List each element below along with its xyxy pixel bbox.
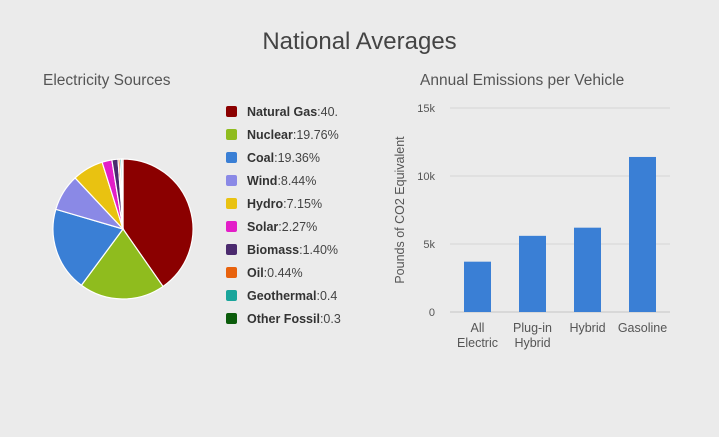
legend-item-natural-gas[interactable]: Natural Gas: 40. (226, 100, 346, 123)
legend-swatch (226, 106, 237, 117)
legend-swatch (226, 244, 237, 255)
bar-gasoline[interactable] (629, 156, 656, 312)
legend-label: Nuclear (247, 127, 293, 142)
legend-separator: : (277, 173, 281, 188)
legend-value: 19.36% (277, 150, 320, 165)
x-tick-label: Hybrid (569, 321, 605, 335)
bar-all-electric[interactable] (464, 261, 491, 312)
pie-slice-nuclear[interactable] (80, 227, 164, 300)
y-tick-label: 10k (417, 171, 435, 183)
bar-hybrid[interactable] (574, 227, 601, 312)
x-tick-label: All (471, 321, 485, 335)
legend-separator: : (263, 265, 268, 280)
y-axis-label: Pounds of CO2 Equivalent (393, 136, 407, 284)
pie-slice-coal[interactable] (52, 208, 124, 287)
page-title: National Averages (262, 28, 457, 55)
legend-swatch (226, 221, 237, 232)
pie-chart (52, 158, 194, 300)
legend-value: 19.76% (296, 127, 339, 142)
legend-swatch (226, 198, 237, 209)
x-tick-label: Gasoline (618, 321, 667, 335)
legend-item-nuclear[interactable]: Nuclear: 19.76% (226, 123, 346, 146)
legend-item-other-fossil[interactable]: Other Fossil: 0.3 (226, 307, 346, 330)
pie-legend: Natural Gas: 40. Nuclear: 19.76% Coal: 19.… (226, 100, 346, 330)
legend-swatch (226, 175, 237, 186)
legend-value: 0.3 (323, 311, 341, 326)
legend-item-solar[interactable]: Solar: 2.27% (226, 215, 346, 238)
legend-item-geothermal[interactable]: Geothermal: 0.4 (226, 284, 346, 307)
legend-label: Natural Gas (247, 104, 318, 119)
legend-value: 0.44% (267, 265, 303, 280)
legend-label: Oil (247, 265, 264, 280)
legend-label: Wind (247, 173, 278, 188)
legend-item-coal[interactable]: Coal: 19.36% (226, 146, 346, 169)
x-tick-label: Plug-in (513, 321, 552, 335)
legend-swatch (226, 129, 237, 140)
pie-chart-title: Electricity Sources (43, 72, 171, 89)
legend-separator: : (317, 104, 321, 119)
bar-chart-title: Annual Emissions per Vehicle (420, 72, 625, 89)
legend-value: 2.27% (281, 219, 318, 234)
bar-plug-in-hybrid[interactable] (519, 235, 546, 312)
legend-item-oil[interactable]: Oil: 0.44% (226, 261, 346, 284)
legend-item-hydro[interactable]: Hydro: 7.15% (226, 192, 346, 215)
legend-label: Other Fossil (247, 311, 320, 326)
bar-chart: 0 5k 10k 15k Pounds of CO2 Equivalent AllElec… (393, 103, 670, 350)
legend-separator: : (316, 288, 320, 303)
legend-value: 8.44% (280, 173, 317, 188)
legend-value: 7.15% (286, 196, 323, 211)
legend-separator: : (274, 150, 278, 165)
legend-value: 0.4 (319, 288, 338, 303)
pie-slice-natural-gas[interactable] (122, 158, 194, 288)
legend-label: Geothermal (247, 288, 317, 303)
legend-swatch (226, 152, 237, 163)
legend-separator: : (283, 196, 287, 211)
legend-value: 40. (320, 104, 339, 119)
x-tick-label: Electric (457, 336, 498, 350)
legend-swatch (226, 290, 237, 301)
legend-separator: : (278, 219, 282, 234)
y-tick-label: 5k (423, 239, 435, 251)
legend-item-wind[interactable]: Wind: 8.44% (226, 169, 346, 192)
legend-swatch (226, 313, 237, 324)
y-tick-label: 15k (417, 103, 435, 115)
legend-label: Hydro (247, 196, 284, 211)
legend-separator: : (319, 311, 324, 326)
legend-swatch (226, 267, 237, 278)
x-tick-label: Hybrid (514, 336, 550, 350)
legend-label: Biomass (247, 242, 300, 257)
legend-label: Solar (247, 219, 279, 234)
legend-label: Coal (247, 150, 275, 165)
legend-value: 1.40% (302, 242, 339, 257)
legend-separator: : (292, 127, 297, 142)
pie-slice-other-fossil[interactable] (121, 158, 124, 230)
legend-item-biomass[interactable]: Biomass: 1.40% (226, 238, 346, 261)
legend-separator: : (299, 242, 303, 257)
y-tick-label: 0 (429, 307, 435, 319)
